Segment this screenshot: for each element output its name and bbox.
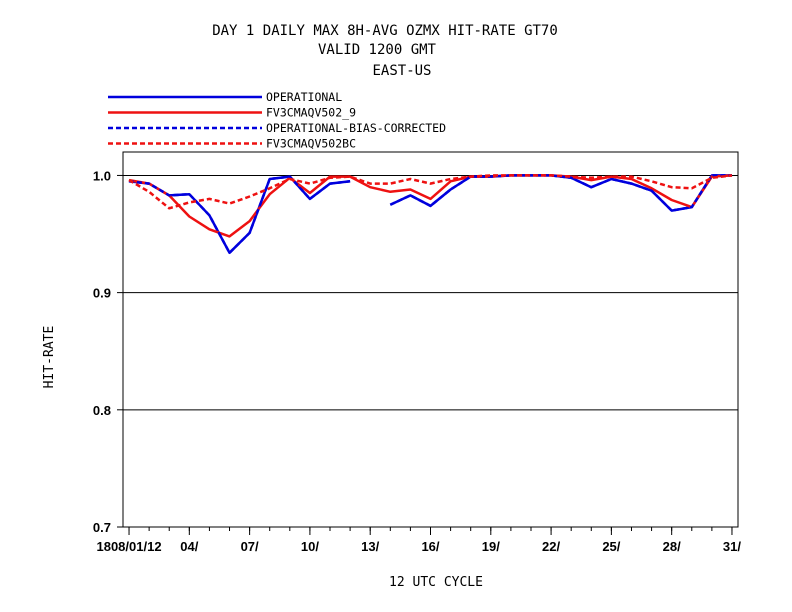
- y-tick-label: 1.0: [93, 168, 111, 183]
- y-tick-label: 0.9: [93, 286, 111, 301]
- legend-label: OPERATIONAL-BIAS-CORRECTED: [266, 121, 446, 135]
- series-line-fv3cmaqv502bc: [128, 174, 733, 210]
- x-axis-label: 12 UTC CYCLE: [389, 575, 483, 590]
- y-tick-label: 0.7: [93, 520, 111, 535]
- legend-label: OPERATIONAL: [266, 90, 342, 104]
- x-tick-label: 19/: [482, 539, 500, 554]
- x-tick-label: 13/: [361, 539, 379, 554]
- x-tick-label: 1808/01/12: [96, 539, 161, 554]
- y-axis-label: HIT-RATE: [42, 326, 57, 389]
- x-tick-label: 10/: [301, 539, 319, 554]
- y-tick-label: 0.8: [93, 403, 111, 418]
- x-tick-label: 22/: [542, 539, 560, 554]
- chart-title-line-1: DAY 1 DAILY MAX 8H-AVG OZMX HIT-RATE GT7…: [212, 23, 558, 39]
- series-line-fv3cmaqv502-9: [128, 174, 733, 238]
- series-line-operational: [128, 174, 732, 255]
- legend: OPERATIONAL FV3CMAQV502_9OPERATIONAL-BIAS…: [108, 90, 446, 151]
- chart-title-line-2: VALID 1200 GMT: [318, 42, 437, 58]
- x-tick-label: 25/: [602, 539, 620, 554]
- y-axis: 0.7 0.8 0.9 1.0: [93, 168, 123, 535]
- chart-title-line-3: EAST-US: [372, 63, 431, 79]
- legend-label: FV3CMAQV502BC: [266, 137, 356, 151]
- x-tick-label: 31/: [723, 539, 741, 554]
- x-tick-label: 28/: [663, 539, 681, 554]
- x-tick-label: 16/: [421, 539, 439, 554]
- x-tick-label: 07/: [241, 539, 259, 554]
- legend-label: FV3CMAQV502_9: [266, 106, 356, 120]
- plot-frame: [122, 151, 739, 528]
- series-lines: [128, 174, 733, 255]
- x-tick-label: 04/: [180, 539, 198, 554]
- grid-lines: [123, 174, 738, 411]
- x-axis: 1808/01/12 04/07/10/13/16/19/22/25/28/31/: [96, 527, 741, 554]
